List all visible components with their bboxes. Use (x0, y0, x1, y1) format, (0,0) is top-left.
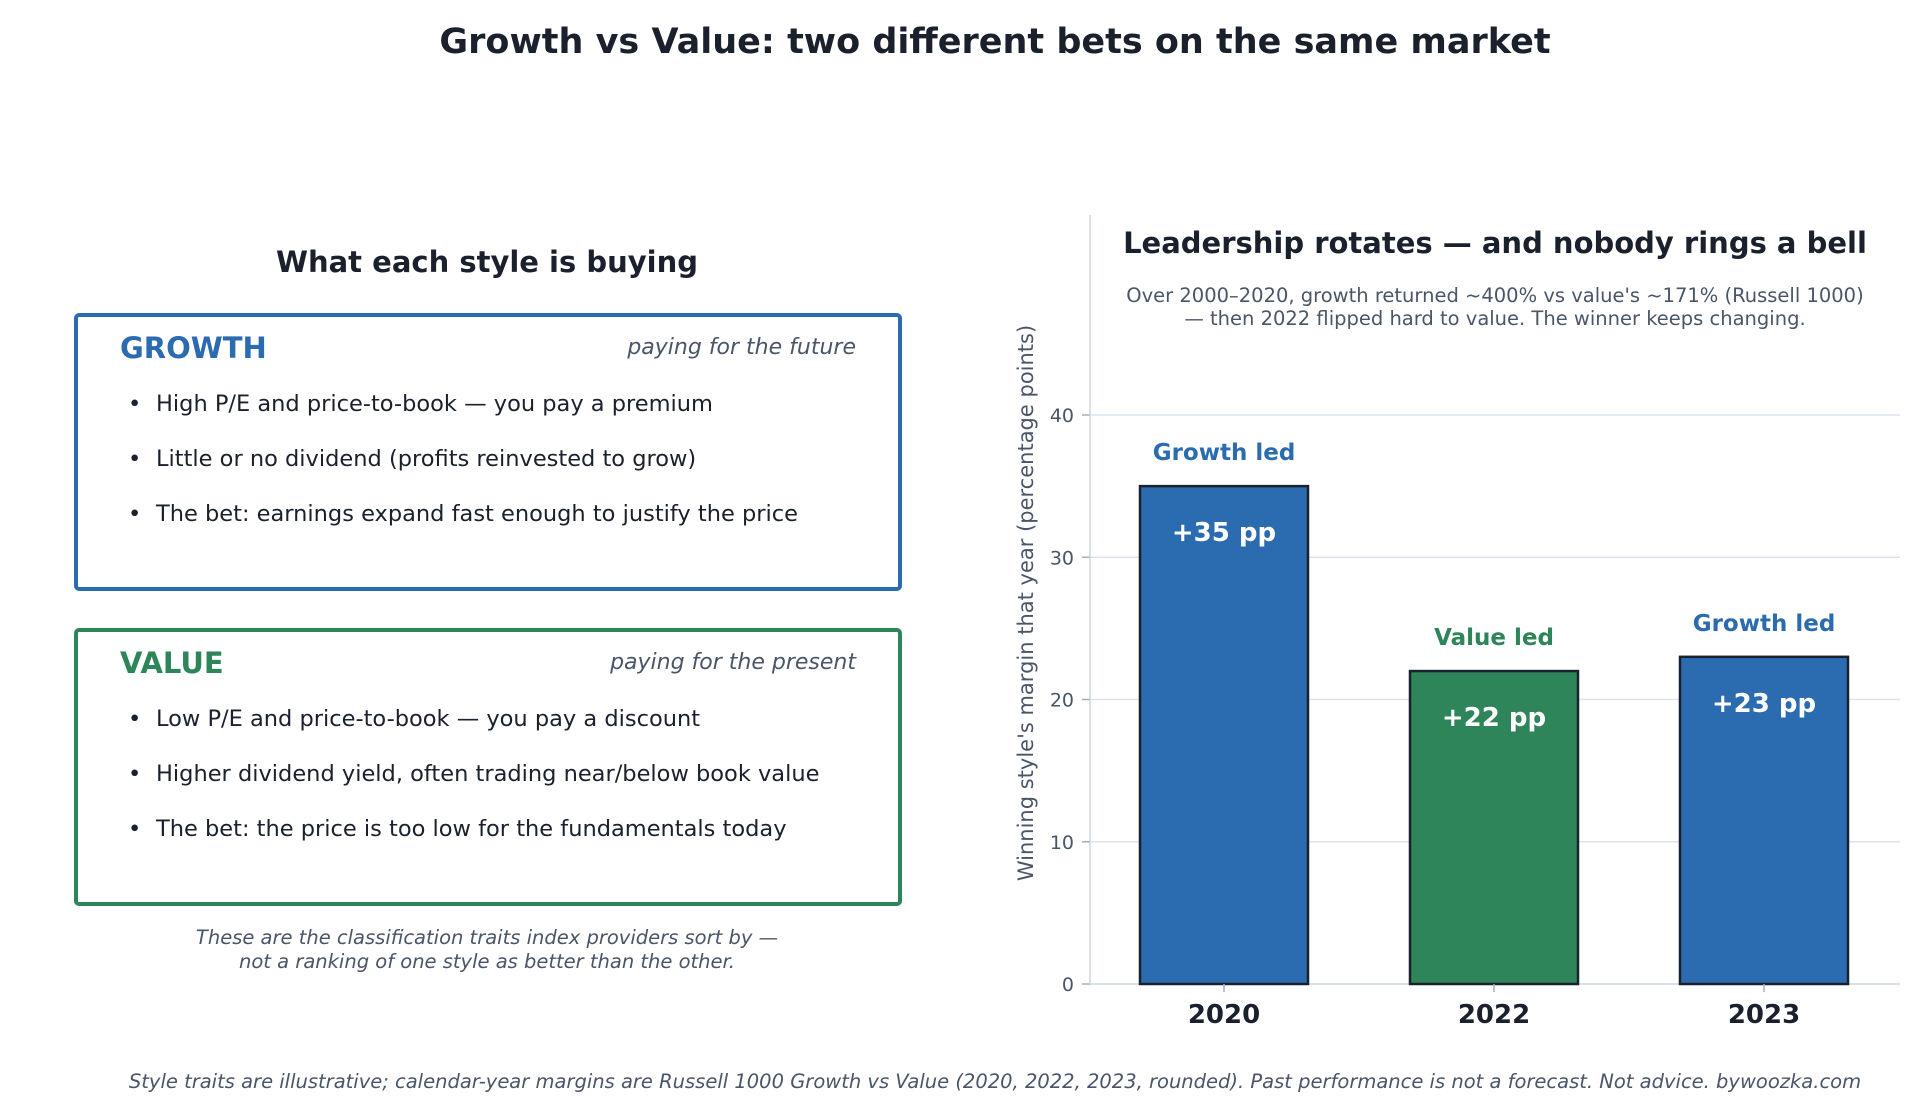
list-item: • The bet: earnings expand fast enough to… (128, 501, 798, 527)
trait-text: High P/E and price-to-book — you pay a p… (156, 391, 713, 417)
leader-label: Growth led (1693, 611, 1836, 637)
y-axis-label: Winning style's margin that year (percen… (1014, 325, 1038, 881)
data-label: +23 pp (1712, 689, 1816, 719)
value-card-tagline: paying for the present (610, 650, 856, 675)
bar (1408, 669, 1580, 986)
value-trait-list: • Low P/E and price-to-book — you pay a d… (128, 704, 819, 869)
plot-area: 0 10 20 30 40 +35 pp Growth led 2020 +22 pp Value… (1050, 215, 1900, 1030)
data-label: +22 pp (1442, 703, 1546, 733)
x-tick-label: 2020 (1188, 1000, 1260, 1030)
footer-note: Style traits are illustrative; calendar-… (128, 1070, 1862, 1093)
x-tick-label: 2023 (1728, 1000, 1800, 1030)
bar (1138, 484, 1310, 986)
classification-note: These are the classification traits inde… (74, 926, 900, 974)
growth-card: GROWTH paying for the future • High P/E a… (74, 313, 902, 591)
y-tick-label: 30 (1050, 547, 1074, 569)
page-title: Growth vs Value: two different bets on t… (439, 22, 1551, 62)
y-tick-label: 40 (1050, 405, 1074, 427)
chart-subtitle-line: Over 2000–2020, growth returned ~400% vs… (1126, 284, 1863, 307)
value-card-heading: VALUE (120, 646, 224, 680)
trait-text: The bet: the price is too low for the fu… (156, 816, 787, 842)
y-tick-label: 20 (1050, 690, 1074, 712)
growth-card-heading: GROWTH (120, 331, 267, 365)
chart-title: Leadership rotates — and nobody rings a … (1123, 226, 1867, 260)
list-item: • Higher dividend yield, often trading ne… (128, 761, 820, 787)
value-card: VALUE paying for the present • Low P/E an… (74, 628, 902, 906)
trait-text: Low P/E and price-to-book — you pay a di… (156, 706, 701, 732)
list-item: • High P/E and price-to-book — you pay a … (128, 391, 713, 417)
list-item: • The bet: the price is too low for the f… (128, 816, 787, 842)
leader-label: Growth led (1153, 440, 1296, 466)
y-tick-label: 0 (1062, 974, 1074, 996)
growth-card-tagline: paying for the future (627, 335, 856, 360)
leader-label: Value led (1434, 625, 1554, 651)
note-line: These are the classification traits inde… (195, 926, 779, 949)
note-line: not a ranking of one style as better tha… (239, 950, 735, 973)
list-item: • Low P/E and price-to-book — you pay a d… (128, 706, 701, 732)
y-tick-label: 10 (1050, 832, 1074, 854)
trait-text: Higher dividend yield, often trading nea… (156, 761, 820, 787)
chart-subtitle-line: — then 2022 flipped hard to value. The w… (1184, 307, 1805, 330)
data-label: +35 pp (1172, 518, 1276, 548)
trait-text: The bet: earnings expand fast enough to … (156, 501, 798, 527)
bar (1678, 655, 1850, 986)
panel-title: What each style is buying (275, 245, 698, 279)
list-item: • Little or no dividend (profits reinvest… (128, 446, 697, 472)
x-tick-label: 2022 (1458, 1000, 1530, 1030)
growth-trait-list: • High P/E and price-to-book — you pay a … (128, 389, 798, 554)
trait-text: Little or no dividend (profits reinveste… (156, 446, 697, 472)
